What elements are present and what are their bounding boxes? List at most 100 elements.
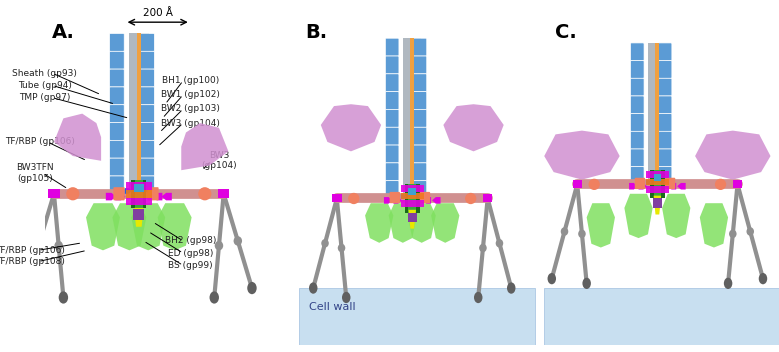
Bar	[133, 209, 144, 220]
Bar	[129, 33, 149, 194]
FancyBboxPatch shape	[139, 140, 154, 158]
Bar	[648, 43, 667, 184]
Polygon shape	[431, 203, 460, 243]
Ellipse shape	[507, 282, 516, 294]
FancyBboxPatch shape	[139, 33, 154, 51]
FancyBboxPatch shape	[413, 145, 427, 163]
Text: C.: C.	[555, 23, 576, 42]
Bar	[401, 185, 424, 192]
FancyBboxPatch shape	[658, 96, 671, 114]
FancyArrow shape	[125, 188, 132, 194]
Polygon shape	[132, 203, 165, 250]
Ellipse shape	[66, 187, 79, 200]
FancyBboxPatch shape	[139, 176, 154, 194]
Text: BW3TFN
(gp105): BW3TFN (gp105)	[16, 163, 54, 183]
FancyBboxPatch shape	[658, 114, 671, 131]
Ellipse shape	[234, 236, 242, 246]
Ellipse shape	[210, 291, 219, 304]
FancyBboxPatch shape	[658, 43, 671, 61]
FancyBboxPatch shape	[139, 158, 154, 176]
Text: ED (gp98): ED (gp98)	[168, 249, 213, 258]
FancyBboxPatch shape	[413, 92, 427, 109]
Text: TF/RBP (gp106): TF/RBP (gp106)	[5, 137, 75, 146]
Bar	[655, 43, 659, 184]
Bar	[332, 194, 341, 202]
Ellipse shape	[578, 230, 586, 238]
Bar	[404, 38, 421, 199]
FancyBboxPatch shape	[147, 187, 159, 200]
Polygon shape	[587, 203, 615, 247]
Polygon shape	[134, 208, 143, 227]
Ellipse shape	[309, 282, 318, 294]
FancyBboxPatch shape	[413, 38, 427, 56]
FancyBboxPatch shape	[658, 166, 671, 184]
Ellipse shape	[548, 273, 556, 284]
Bar	[125, 182, 152, 190]
FancyArrow shape	[106, 193, 116, 200]
Bar	[646, 186, 668, 193]
Bar	[573, 180, 582, 188]
FancyArrow shape	[161, 193, 172, 200]
Text: TF/RBP (gp108): TF/RBP (gp108)	[0, 257, 65, 266]
FancyBboxPatch shape	[110, 176, 124, 194]
Polygon shape	[695, 131, 770, 180]
Ellipse shape	[724, 278, 732, 289]
FancyBboxPatch shape	[630, 96, 644, 114]
Bar	[408, 188, 416, 195]
Ellipse shape	[729, 230, 737, 238]
Text: A.: A.	[52, 23, 75, 42]
FancyArrow shape	[146, 188, 153, 194]
Bar	[135, 180, 143, 208]
Polygon shape	[365, 203, 393, 243]
Polygon shape	[654, 196, 661, 214]
FancyArrow shape	[677, 183, 686, 189]
Polygon shape	[389, 203, 417, 243]
FancyArrow shape	[639, 183, 647, 189]
FancyBboxPatch shape	[386, 109, 399, 127]
Ellipse shape	[759, 273, 767, 284]
FancyBboxPatch shape	[110, 87, 124, 105]
FancyArrow shape	[152, 193, 162, 200]
Bar	[218, 189, 229, 199]
FancyBboxPatch shape	[630, 131, 644, 149]
Bar	[411, 38, 414, 199]
Ellipse shape	[474, 292, 482, 303]
Polygon shape	[408, 210, 416, 229]
Bar	[48, 189, 60, 199]
FancyBboxPatch shape	[390, 192, 400, 203]
FancyArrow shape	[629, 183, 637, 189]
Bar	[654, 170, 661, 199]
FancyBboxPatch shape	[139, 69, 154, 87]
FancyArrow shape	[393, 197, 402, 204]
Ellipse shape	[21, 282, 30, 294]
Polygon shape	[157, 203, 192, 250]
Text: BW1 (gp102): BW1 (gp102)	[161, 90, 220, 99]
FancyBboxPatch shape	[386, 38, 399, 56]
Ellipse shape	[583, 278, 591, 289]
Text: B.: B.	[305, 23, 327, 42]
FancyBboxPatch shape	[630, 43, 644, 61]
FancyBboxPatch shape	[658, 61, 671, 78]
Ellipse shape	[55, 241, 63, 250]
FancyBboxPatch shape	[413, 163, 427, 181]
Polygon shape	[662, 194, 690, 238]
FancyBboxPatch shape	[386, 145, 399, 163]
FancyBboxPatch shape	[658, 78, 671, 96]
Text: BS (gp99): BS (gp99)	[168, 261, 213, 270]
FancyBboxPatch shape	[413, 127, 427, 145]
FancyBboxPatch shape	[420, 192, 430, 203]
Ellipse shape	[215, 241, 224, 250]
FancyBboxPatch shape	[386, 92, 399, 109]
Bar	[407, 213, 417, 222]
FancyArrow shape	[432, 197, 441, 204]
Text: BW3 (gp104): BW3 (gp104)	[161, 119, 220, 127]
FancyArrow shape	[663, 180, 668, 185]
FancyBboxPatch shape	[658, 149, 671, 166]
Bar	[654, 174, 661, 181]
Polygon shape	[625, 194, 653, 238]
Bar	[646, 171, 668, 178]
Ellipse shape	[338, 244, 345, 252]
Ellipse shape	[746, 227, 754, 236]
FancyBboxPatch shape	[139, 51, 154, 69]
Bar	[132, 180, 146, 208]
